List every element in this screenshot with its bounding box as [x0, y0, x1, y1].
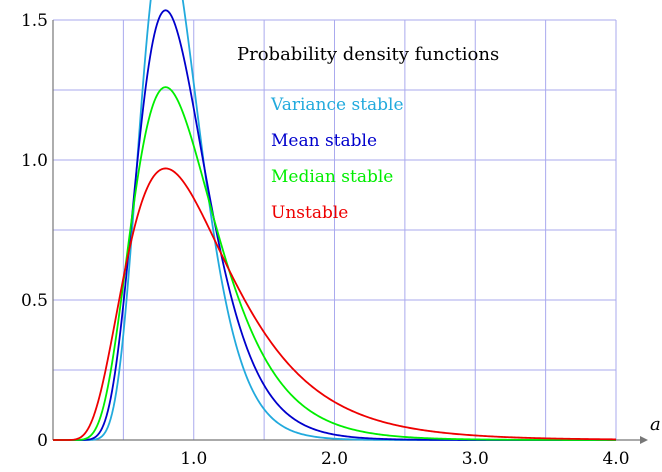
chart-title: Probability density functions: [237, 44, 499, 65]
x-tick-label: 2.0: [321, 449, 348, 469]
axes: a: [52, 20, 661, 444]
x-tick-label: 4.0: [602, 449, 629, 469]
x-tick-label: 1.0: [180, 449, 207, 469]
y-tick-labels: 0 0.5 1.0 1.5: [21, 11, 48, 451]
series-lines: [53, 0, 617, 441]
legend-entry: Mean stable: [271, 131, 377, 151]
y-tick-label: 0.5: [21, 291, 48, 311]
legend-entry: Median stable: [271, 167, 393, 187]
y-tick-label: 1.0: [21, 151, 48, 171]
x-axis-arrow-icon: [640, 436, 648, 444]
grid: [53, 19, 617, 440]
x-tick-labels: 1.0 2.0 3.0 4.0: [180, 449, 629, 469]
legend-entry: Unstable: [271, 203, 348, 223]
series-line-3: [53, 86, 616, 441]
legend: Variance stable Mean stable Median stable U…: [270, 95, 404, 223]
x-axis-label: a: [650, 414, 661, 435]
legend-entry: Variance stable: [270, 95, 404, 115]
y-tick-label: 1.5: [21, 11, 48, 31]
x-tick-label: 3.0: [462, 449, 489, 469]
series-line-4: [53, 167, 617, 441]
y-tick-label: 0: [37, 431, 48, 451]
